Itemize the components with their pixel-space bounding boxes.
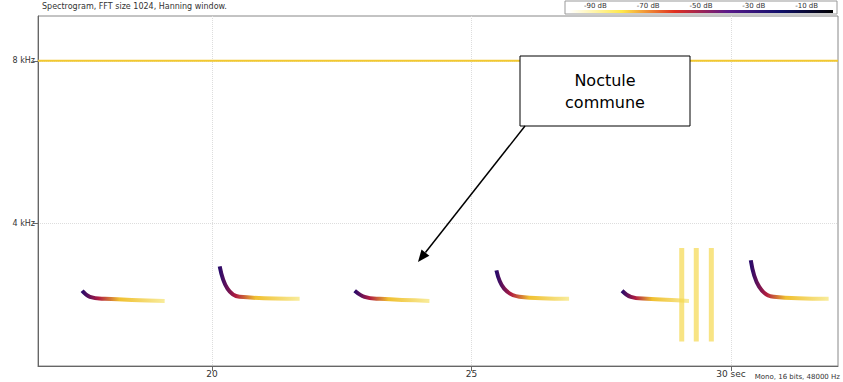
svg-text:-10 dB: -10 dB <box>795 2 818 10</box>
svg-text:-90 dB: -90 dB <box>584 2 607 10</box>
svg-text:4 kHz: 4 kHz <box>13 219 35 228</box>
svg-text:-50 dB: -50 dB <box>690 2 713 10</box>
svg-text:25: 25 <box>466 369 477 379</box>
svg-text:20: 20 <box>206 369 218 379</box>
svg-text:-70 dB: -70 dB <box>637 2 660 10</box>
svg-text:8 kHz: 8 kHz <box>13 56 35 65</box>
svg-text:-30 dB: -30 dB <box>742 2 765 10</box>
svg-text:commune: commune <box>565 93 645 112</box>
svg-text:Noctule: Noctule <box>574 71 635 90</box>
svg-text:Spectrogram, FFT size 1024, Ha: Spectrogram, FFT size 1024, Hanning wind… <box>42 2 227 11</box>
svg-text:Mono, 16 bits, 48000 Hz: Mono, 16 bits, 48000 Hz <box>755 373 841 381</box>
svg-text:30 sec: 30 sec <box>716 369 746 379</box>
